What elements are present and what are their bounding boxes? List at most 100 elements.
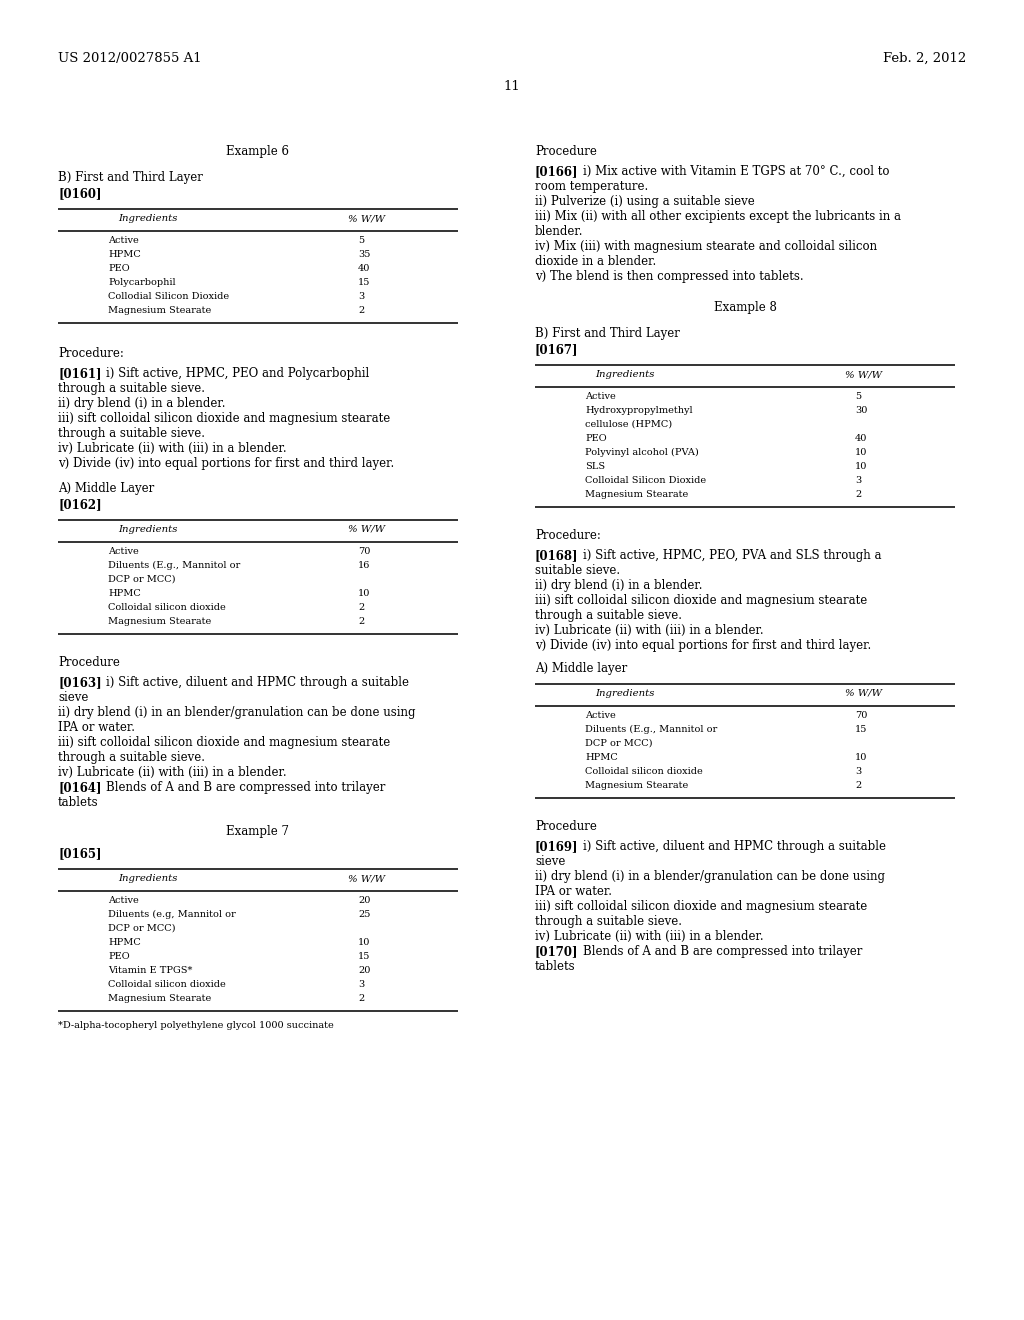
Text: iii) sift colloidal silicon dioxide and magnesium stearate: iii) sift colloidal silicon dioxide and … xyxy=(58,412,390,425)
Text: ii) dry blend (i) in a blender.: ii) dry blend (i) in a blender. xyxy=(535,579,702,591)
Text: blender.: blender. xyxy=(535,224,584,238)
Text: HPMC: HPMC xyxy=(585,752,617,762)
Text: ii) dry blend (i) in an blender/granulation can be done using: ii) dry blend (i) in an blender/granulat… xyxy=(58,706,416,719)
Text: B) First and Third Layer: B) First and Third Layer xyxy=(58,172,203,183)
Text: [0165]: [0165] xyxy=(58,847,101,861)
Text: through a suitable sieve.: through a suitable sieve. xyxy=(535,915,682,928)
Text: sieve: sieve xyxy=(58,690,88,704)
Text: through a suitable sieve.: through a suitable sieve. xyxy=(535,609,682,622)
Text: Colloidal silicon dioxide: Colloidal silicon dioxide xyxy=(585,767,702,776)
Text: i) Sift active, HPMC, PEO, PVA and SLS through a: i) Sift active, HPMC, PEO, PVA and SLS t… xyxy=(583,549,882,562)
Text: Procedure: Procedure xyxy=(535,145,597,158)
Text: through a suitable sieve.: through a suitable sieve. xyxy=(58,751,205,764)
Text: iii) sift colloidal silicon dioxide and magnesium stearate: iii) sift colloidal silicon dioxide and … xyxy=(535,594,867,607)
Text: Procedure: Procedure xyxy=(58,656,120,669)
Text: Colloidal silicon dioxide: Colloidal silicon dioxide xyxy=(108,603,225,612)
Text: Magnesium Stearate: Magnesium Stearate xyxy=(108,616,211,626)
Text: PEO: PEO xyxy=(585,434,606,444)
Text: Diluents (e.g, Mannitol or: Diluents (e.g, Mannitol or xyxy=(108,909,236,919)
Text: 20: 20 xyxy=(358,896,371,906)
Text: Polyvinyl alcohol (PVA): Polyvinyl alcohol (PVA) xyxy=(585,447,698,457)
Text: PEO: PEO xyxy=(108,264,130,273)
Text: 70: 70 xyxy=(855,711,867,719)
Text: IPA or water.: IPA or water. xyxy=(535,884,612,898)
Text: % W/W: % W/W xyxy=(348,214,385,223)
Text: DCP or MCC): DCP or MCC) xyxy=(585,739,652,748)
Text: 15: 15 xyxy=(358,952,371,961)
Text: Magnesium Stearate: Magnesium Stearate xyxy=(108,306,211,315)
Text: 10: 10 xyxy=(855,447,867,457)
Text: iv) Lubricate (ii) with (iii) in a blender.: iv) Lubricate (ii) with (iii) in a blend… xyxy=(58,442,287,455)
Text: tablets: tablets xyxy=(58,796,98,809)
Text: [0162]: [0162] xyxy=(58,498,101,511)
Text: DCP or MCC): DCP or MCC) xyxy=(108,576,175,583)
Text: [0161]: [0161] xyxy=(58,367,101,380)
Text: Magnesium Stearate: Magnesium Stearate xyxy=(108,994,211,1003)
Text: 3: 3 xyxy=(358,979,365,989)
Text: ii) dry blend (i) in a blender/granulation can be done using: ii) dry blend (i) in a blender/granulati… xyxy=(535,870,885,883)
Text: Ingredients: Ingredients xyxy=(118,214,177,223)
Text: 40: 40 xyxy=(358,264,371,273)
Text: 10: 10 xyxy=(358,589,371,598)
Text: 15: 15 xyxy=(855,725,867,734)
Text: 11: 11 xyxy=(504,81,520,92)
Text: iv) Lubricate (ii) with (iii) in a blender.: iv) Lubricate (ii) with (iii) in a blend… xyxy=(535,624,764,638)
Text: IPA or water.: IPA or water. xyxy=(58,721,135,734)
Text: 5: 5 xyxy=(358,236,365,246)
Text: Example 6: Example 6 xyxy=(226,145,290,158)
Text: [0168]: [0168] xyxy=(535,549,579,562)
Text: 3: 3 xyxy=(855,477,861,484)
Text: Active: Active xyxy=(585,711,615,719)
Text: dioxide in a blender.: dioxide in a blender. xyxy=(535,255,656,268)
Text: [0160]: [0160] xyxy=(58,187,101,201)
Text: Procedure:: Procedure: xyxy=(535,529,601,543)
Text: Magnesium Stearate: Magnesium Stearate xyxy=(585,781,688,789)
Text: % W/W: % W/W xyxy=(348,874,385,883)
Text: 10: 10 xyxy=(358,939,371,946)
Text: Ingredients: Ingredients xyxy=(118,525,177,535)
Text: v) Divide (iv) into equal portions for first and third layer.: v) Divide (iv) into equal portions for f… xyxy=(58,457,394,470)
Text: 10: 10 xyxy=(855,752,867,762)
Text: Example 7: Example 7 xyxy=(226,825,290,838)
Text: 2: 2 xyxy=(358,306,365,315)
Text: 16: 16 xyxy=(358,561,371,570)
Text: US 2012/0027855 A1: US 2012/0027855 A1 xyxy=(58,51,202,65)
Text: HPMC: HPMC xyxy=(108,939,140,946)
Text: [0164]: [0164] xyxy=(58,781,101,795)
Text: Active: Active xyxy=(585,392,615,401)
Text: *D-alpha-tocopheryl polyethylene glycol 1000 succinate: *D-alpha-tocopheryl polyethylene glycol … xyxy=(58,1020,334,1030)
Text: 5: 5 xyxy=(855,392,861,401)
Text: Diluents (E.g., Mannitol or: Diluents (E.g., Mannitol or xyxy=(108,561,241,570)
Text: 25: 25 xyxy=(358,909,371,919)
Text: i) Sift active, HPMC, PEO and Polycarbophil: i) Sift active, HPMC, PEO and Polycarbop… xyxy=(106,367,370,380)
Text: [0167]: [0167] xyxy=(535,343,579,356)
Text: ii) Pulverize (i) using a suitable sieve: ii) Pulverize (i) using a suitable sieve xyxy=(535,195,755,209)
Text: 35: 35 xyxy=(358,249,371,259)
Text: i) Mix active with Vitamin E TGPS at 70° C., cool to: i) Mix active with Vitamin E TGPS at 70°… xyxy=(583,165,890,178)
Text: Active: Active xyxy=(108,546,138,556)
Text: 15: 15 xyxy=(358,279,371,286)
Text: Example 8: Example 8 xyxy=(714,301,776,314)
Text: tablets: tablets xyxy=(535,960,575,973)
Text: iii) sift colloidal silicon dioxide and magnesium stearate: iii) sift colloidal silicon dioxide and … xyxy=(58,737,390,748)
Text: Polycarbophil: Polycarbophil xyxy=(108,279,176,286)
Text: Feb. 2, 2012: Feb. 2, 2012 xyxy=(883,51,966,65)
Text: Collodial Silicon Dioxide: Collodial Silicon Dioxide xyxy=(108,292,229,301)
Text: HPMC: HPMC xyxy=(108,589,140,598)
Text: 30: 30 xyxy=(855,407,867,414)
Text: i) Sift active, diluent and HPMC through a suitable: i) Sift active, diluent and HPMC through… xyxy=(106,676,409,689)
Text: ii) dry blend (i) in a blender.: ii) dry blend (i) in a blender. xyxy=(58,397,225,411)
Text: Procedure: Procedure xyxy=(535,820,597,833)
Text: room temperature.: room temperature. xyxy=(535,180,648,193)
Text: 40: 40 xyxy=(855,434,867,444)
Text: Ingredients: Ingredients xyxy=(118,874,177,883)
Text: HPMC: HPMC xyxy=(108,249,140,259)
Text: SLS: SLS xyxy=(585,462,605,471)
Text: 2: 2 xyxy=(358,994,365,1003)
Text: [0170]: [0170] xyxy=(535,945,579,958)
Text: through a suitable sieve.: through a suitable sieve. xyxy=(58,381,205,395)
Text: cellulose (HPMC): cellulose (HPMC) xyxy=(585,420,672,429)
Text: through a suitable sieve.: through a suitable sieve. xyxy=(58,426,205,440)
Text: % W/W: % W/W xyxy=(845,689,882,698)
Text: sieve: sieve xyxy=(535,855,565,869)
